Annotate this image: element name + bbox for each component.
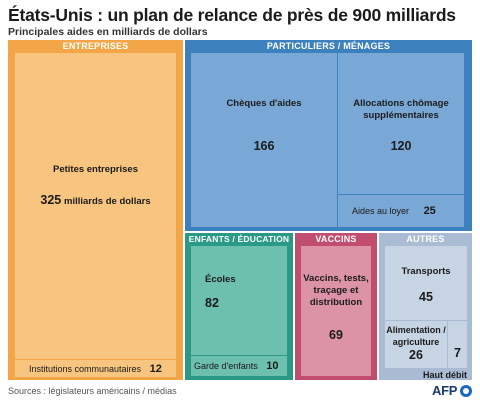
group-header-vaccins: VACCINS	[315, 234, 357, 244]
source-note: Sources : législateurs américains / médi…	[8, 386, 177, 396]
value-allocations-chomage: 120	[390, 139, 412, 153]
cell-haut-debit: 7	[448, 321, 467, 368]
label-vaccins: Vaccins, tests, traçage et distribution	[303, 273, 369, 308]
value-transports: 45	[419, 290, 433, 304]
group-header-entreprises: ENTREPRISES	[62, 41, 129, 51]
value-aides-loyer: 25	[423, 205, 436, 217]
cell-vaccins: Vaccins, tests, traçage et distribution …	[301, 246, 371, 376]
group-enfants: ENFANTS / ÉDUCATION Écoles 82 Garde d'en…	[185, 233, 293, 380]
afp-logo-text: AFP	[432, 383, 458, 398]
group-header-particuliers: PARTICULIERS / MÉNAGES	[266, 41, 391, 51]
cell-cheques-aides: Chèques d'aides 166	[191, 53, 337, 227]
inline-aides-loyer: Aides au loyer 25	[352, 205, 436, 217]
label-aides-loyer: Aides au loyer	[352, 206, 410, 216]
label-institutions-communautaires: Institutions communautaires	[29, 364, 142, 374]
label-ecoles: Écoles	[205, 274, 236, 285]
group-vaccins: VACCINS Vaccins, tests, traçage et distr…	[295, 233, 377, 380]
group-header-autres: AUTRES	[406, 234, 445, 244]
cell-transports: Transports 45	[385, 246, 467, 320]
cell-institutions-communautaires: Institutions communautaires 12	[15, 359, 176, 377]
chart-subtitle: Principales aides en milliards de dollar…	[8, 26, 208, 38]
inline-garde-enfants: Garde d'enfants 10	[194, 360, 279, 372]
cell-alimentation-agriculture: Alimentation / agriculture 26	[385, 321, 447, 368]
label-transports: Transports	[401, 266, 451, 277]
cell-ecoles: Écoles 82	[191, 246, 287, 355]
group-particuliers: PARTICULIERS / MÉNAGES Chèques d'aides 1…	[185, 40, 472, 231]
group-autres: AUTRES Transports 45 Alimentation / agri…	[379, 233, 472, 380]
value-alimentation-agriculture: 26	[409, 348, 423, 362]
cell-petites-entreprises: Petites entreprises 325 milliards de dol…	[15, 53, 176, 359]
value-petites-entreprises: 325 milliards de dollars	[15, 193, 176, 207]
label-haut-debit: Haut débit	[423, 370, 467, 380]
label-cheques-aides: Chèques d'aides	[226, 98, 302, 109]
group-entreprises: ENTREPRISES Petites entreprises 325 mill…	[8, 40, 183, 380]
inline-institutions: Institutions communautaires 12	[29, 363, 162, 375]
value-ecoles: 82	[205, 296, 219, 310]
value-haut-debit: 7	[454, 346, 461, 360]
value-petites-entreprises-unit: milliards de dollars	[64, 196, 151, 207]
value-institutions-communautaires: 12	[149, 363, 162, 375]
value-petites-entreprises-number: 325	[40, 193, 62, 207]
value-garde-enfants: 10	[266, 360, 279, 372]
afp-logo-icon	[460, 385, 472, 397]
label-alimentation-agriculture: Alimentation / agriculture	[386, 325, 446, 347]
cell-garde-enfants: Garde d'enfants 10	[191, 356, 287, 376]
cell-aides-loyer: Aides au loyer 25	[338, 195, 464, 227]
label-allocations-chomage: Allocations chômage supplémentaires	[353, 98, 449, 121]
group-header-enfants: ENFANTS / ÉDUCATION	[188, 234, 290, 244]
label-garde-enfants: Garde d'enfants	[194, 361, 258, 371]
chart-title: États-Unis : un plan de relance de près …	[8, 5, 456, 25]
cell-allocations-chomage: Allocations chômage supplémentaires 120	[338, 53, 464, 194]
value-vaccins: 69	[329, 328, 343, 342]
label-petites-entreprises: Petites entreprises	[52, 164, 138, 175]
value-cheques-aides: 166	[253, 139, 275, 153]
